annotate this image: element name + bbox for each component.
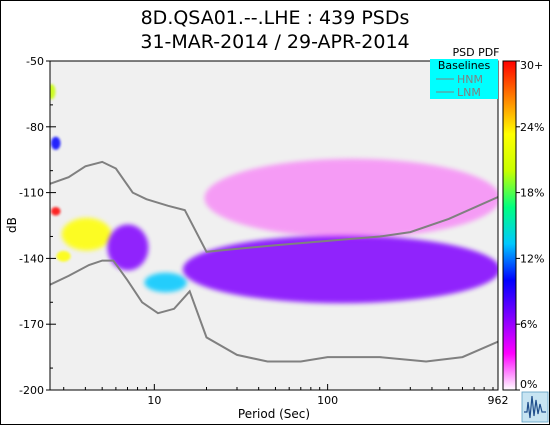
y-axis-label: dB <box>5 217 19 233</box>
legend: Baselines HNM LNM <box>430 59 498 99</box>
density-region <box>204 158 498 238</box>
y-tick-label: -200 <box>19 384 44 397</box>
x-tick-label: 10 <box>147 394 161 407</box>
legend-lnm-label: LNM <box>457 86 481 99</box>
colorbar-tick-label: 0% <box>520 378 537 391</box>
x-tick-label: 962 <box>488 394 509 407</box>
y-tick-label: -170 <box>19 318 44 331</box>
density-region <box>61 217 112 251</box>
colorbar-tick-label: 18% <box>520 187 544 200</box>
baselines <box>50 160 498 363</box>
density-region <box>107 224 149 271</box>
colorbar <box>502 60 517 391</box>
density-region <box>50 84 56 100</box>
density-region <box>182 235 498 304</box>
y-tick-label: -50 <box>26 55 44 68</box>
y-tick-label: -110 <box>19 187 44 200</box>
plot-border <box>49 60 499 391</box>
psd-density <box>50 84 498 304</box>
x-axis-label: Period (Sec) <box>238 407 310 421</box>
chart-title: 8D.QSA01.--.LHE : 439 PSDs <box>140 7 410 29</box>
colorbar-ticks: 30+ 24% 18% 12% 6% 0% <box>516 59 544 391</box>
density-region <box>56 250 71 262</box>
colorbar-tick-label: 30+ <box>520 59 543 72</box>
y-tick-label: -80 <box>26 121 44 134</box>
density-region <box>50 136 61 150</box>
chart-subtitle: 31-MAR-2014 / 29-APR-2014 <box>140 31 410 53</box>
legend-heading: Baselines <box>438 59 491 72</box>
y-tick-label: -140 <box>19 252 44 265</box>
station-logo <box>521 391 549 423</box>
colorbar-title: PSD PDF <box>452 46 499 59</box>
lnm-line <box>50 259 498 363</box>
x-tick-label: 100 <box>317 394 338 407</box>
colorbar-tick-label: 6% <box>520 318 537 331</box>
colorbar-tick-label: 24% <box>520 121 544 134</box>
density-region <box>50 206 61 216</box>
density-region <box>144 272 187 293</box>
hnm-line <box>50 160 498 253</box>
axes: 10 100 962 -50 -80 -110 -140 -170 -200 <box>19 55 508 407</box>
colorbar-tick-label: 12% <box>520 252 544 265</box>
legend-hnm-label: HNM <box>457 73 483 86</box>
